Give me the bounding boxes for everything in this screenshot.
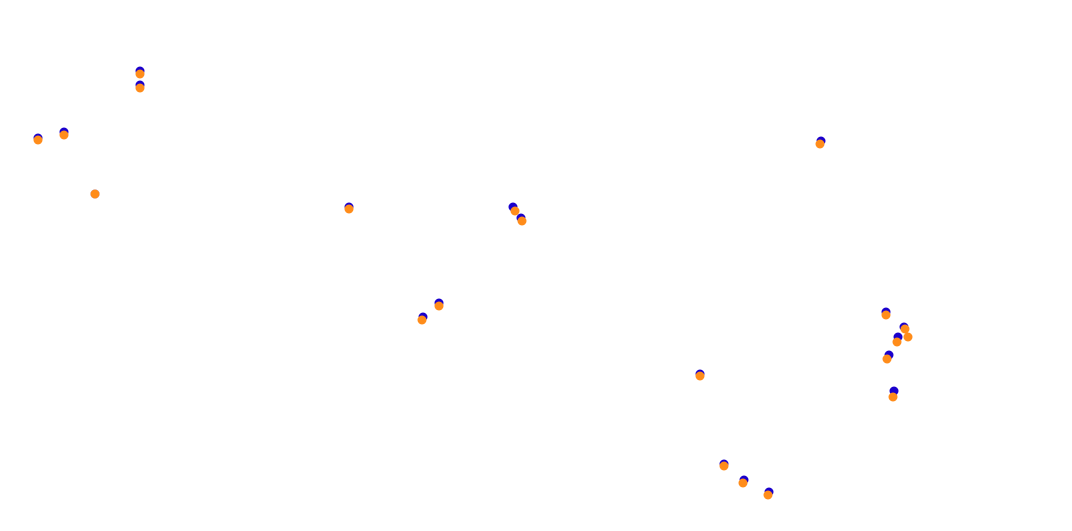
data-point-1-14 (815, 139, 825, 149)
data-point-1-13 (763, 490, 773, 500)
data-point-1-0 (33, 135, 43, 145)
data-point-1-12 (738, 478, 748, 488)
data-point-1-10 (695, 371, 705, 381)
series-0 (33, 66, 909, 497)
data-point-1-15 (881, 310, 891, 320)
data-point-1-7 (434, 301, 444, 311)
data-point-1-3 (135, 83, 145, 93)
data-point-1-9 (517, 216, 527, 226)
data-point-1-1 (59, 130, 69, 140)
data-point-1-11 (719, 461, 729, 471)
data-point-1-16 (882, 354, 892, 364)
data-point-1-4 (135, 69, 145, 79)
series-1 (33, 69, 913, 500)
data-point-1-20 (903, 332, 913, 342)
data-point-1-8 (510, 206, 520, 216)
data-point-1-5 (344, 204, 354, 214)
data-point-1-2 (90, 189, 100, 199)
data-point-1-17 (888, 392, 898, 402)
data-point-1-19 (900, 324, 910, 334)
data-point-1-18 (892, 337, 902, 347)
data-point-1-6 (417, 315, 427, 325)
